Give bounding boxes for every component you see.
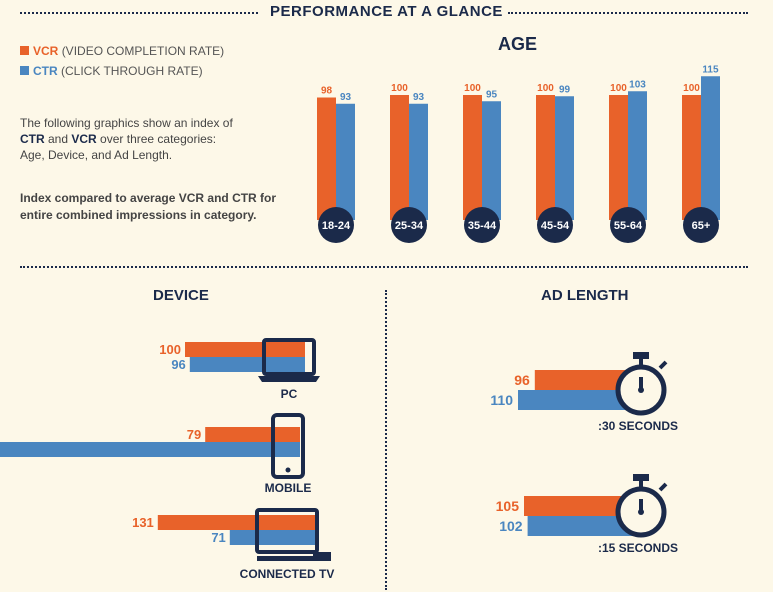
tv-stand-icon xyxy=(257,556,319,561)
legend-vcr-abbr: VCR xyxy=(33,44,59,58)
device-category-label-0: PC xyxy=(281,387,298,401)
age-category-badge-0 xyxy=(318,207,354,243)
age-ctr-bar-3 xyxy=(555,96,574,220)
description-line2: CTR and VCR over three categories: xyxy=(20,131,290,147)
age-ctr-label-2: 95 xyxy=(486,89,498,100)
vcr-swatch xyxy=(20,46,29,55)
age-category-badge-2 xyxy=(464,207,500,243)
device-ctr-bar-2 xyxy=(229,530,315,545)
title-rule-left xyxy=(20,12,258,14)
legend-ctr: CTR (CLICK THROUGH RATE) xyxy=(20,64,203,78)
device-ctr-label-0: 96 xyxy=(171,357,185,372)
description-ctr: CTR xyxy=(20,132,45,146)
device-category-label-2: CONNECTED TV xyxy=(240,567,335,581)
vertical-divider xyxy=(385,290,387,590)
laptop-base-icon xyxy=(258,376,320,382)
description: The following graphics show an index of … xyxy=(20,115,290,163)
age-ctr-label-0: 93 xyxy=(340,92,352,103)
index-note: Index compared to average VCR and CTR fo… xyxy=(20,191,277,222)
stopwatch-center-icon-0 xyxy=(638,387,644,393)
age-category-badge-1 xyxy=(391,207,427,243)
device-vcr-label-1: 79 xyxy=(187,427,201,442)
stopwatch-crown-icon-1 xyxy=(633,474,649,481)
legend-ctr-text: (CLICK THROUGH RATE) xyxy=(61,64,203,78)
ctr-swatch xyxy=(20,66,29,75)
phone-home-button-icon xyxy=(285,467,291,473)
device-category-label-1: MOBILE xyxy=(265,481,312,495)
age-vcr-bar-4 xyxy=(609,95,628,220)
age-category-label-3: 45-54 xyxy=(541,220,570,232)
age-vcr-bar-5 xyxy=(682,95,701,220)
legend-vcr-text: (VIDEO COMPLETION RATE) xyxy=(61,44,225,58)
age-category-badge-3 xyxy=(537,207,573,243)
age-ctr-bar-0 xyxy=(336,103,355,220)
device-vcr-label-2: 131 xyxy=(132,515,154,530)
age-vcr-label-2: 100 xyxy=(464,83,481,94)
stopwatch-crown-icon-0 xyxy=(633,352,649,359)
age-category-label-4: 55-64 xyxy=(614,220,643,232)
adlength-ctr-label-1: 102 xyxy=(499,518,523,534)
age-vcr-label-4: 100 xyxy=(610,83,627,94)
description-line1: The following graphics show an index of xyxy=(20,116,233,130)
description-line2-rest: over three categories: xyxy=(96,132,217,146)
stopwatch-stem-icon-1 xyxy=(639,481,643,487)
age-vcr-label-0: 98 xyxy=(321,86,333,97)
device-chart-title: DEVICE xyxy=(153,287,209,304)
legend-ctr-abbr: CTR xyxy=(33,64,58,78)
age-vcr-label-3: 100 xyxy=(537,83,554,94)
adlength-category-label-0: :30 SECONDS xyxy=(598,419,678,433)
stopwatch-button-icon-1 xyxy=(658,482,668,492)
device-vcr-bar-2 xyxy=(157,515,315,530)
description-vcr: VCR xyxy=(71,132,97,146)
adlength-ctr-label-0: 110 xyxy=(490,392,513,408)
age-vcr-bar-2 xyxy=(463,95,482,220)
adlength-chart-title: AD LENGTH xyxy=(541,287,629,304)
age-chart: 98 93 18-24 100 93 25-34 100 95 35-44 100 99 45-54 1… xyxy=(317,64,720,243)
age-category-badge-5 xyxy=(683,207,719,243)
age-category-label-5: 65+ xyxy=(692,220,711,232)
age-ctr-label-3: 99 xyxy=(559,84,571,95)
age-vcr-bar-1 xyxy=(390,95,409,220)
age-ctr-bar-2 xyxy=(482,101,501,220)
age-ctr-bar-4 xyxy=(628,91,647,220)
age-vcr-label-1: 100 xyxy=(391,83,408,94)
age-category-label-2: 35-44 xyxy=(468,220,497,232)
age-vcr-label-5: 100 xyxy=(683,83,700,94)
device-ctr-label-2: 71 xyxy=(211,530,225,545)
age-chart-title: AGE xyxy=(498,34,538,54)
page-title: PERFORMANCE AT A GLANCE xyxy=(270,3,503,20)
adlength-vcr-label-0: 96 xyxy=(514,372,530,388)
device-ctr-bar-1 xyxy=(0,442,300,457)
age-ctr-bar-5 xyxy=(701,76,720,220)
device-vcr-label-0: 100 xyxy=(159,342,181,357)
age-category-label-0: 18-24 xyxy=(322,220,351,232)
age-category-badge-4 xyxy=(610,207,646,243)
device-ctr-bar-0 xyxy=(189,357,305,372)
stopwatch-stem-icon-0 xyxy=(639,359,643,365)
mobile-phone-icon xyxy=(271,413,305,479)
horizontal-divider xyxy=(20,266,748,268)
description-line3: Age, Device, and Ad Length. xyxy=(20,148,173,162)
stopwatch-center-icon-1 xyxy=(638,509,644,515)
description-and: and xyxy=(44,132,72,146)
age-vcr-bar-0 xyxy=(317,97,336,220)
laptop-icon xyxy=(262,338,316,376)
device-vcr-bar-1 xyxy=(205,427,300,442)
tv-icon xyxy=(255,508,319,554)
device-chart: 100967927213171PCMOBILECONNECTED TV xyxy=(0,338,335,581)
tv-box-icon xyxy=(313,552,331,561)
title-rule-right xyxy=(508,12,748,14)
age-ctr-label-4: 103 xyxy=(629,79,646,90)
adlength-category-label-1: :15 SECONDS xyxy=(598,541,678,555)
age-ctr-label-5: 115 xyxy=(702,64,719,75)
adlength-vcr-label-1: 105 xyxy=(496,498,520,514)
age-vcr-bar-3 xyxy=(536,95,555,220)
legend-vcr: VCR (VIDEO COMPLETION RATE) xyxy=(20,44,224,58)
age-ctr-bar-1 xyxy=(409,103,428,220)
device-vcr-bar-0 xyxy=(185,342,305,357)
age-category-label-1: 25-34 xyxy=(395,220,424,232)
age-ctr-label-1: 93 xyxy=(413,92,425,103)
stopwatch-button-icon-0 xyxy=(658,360,668,370)
